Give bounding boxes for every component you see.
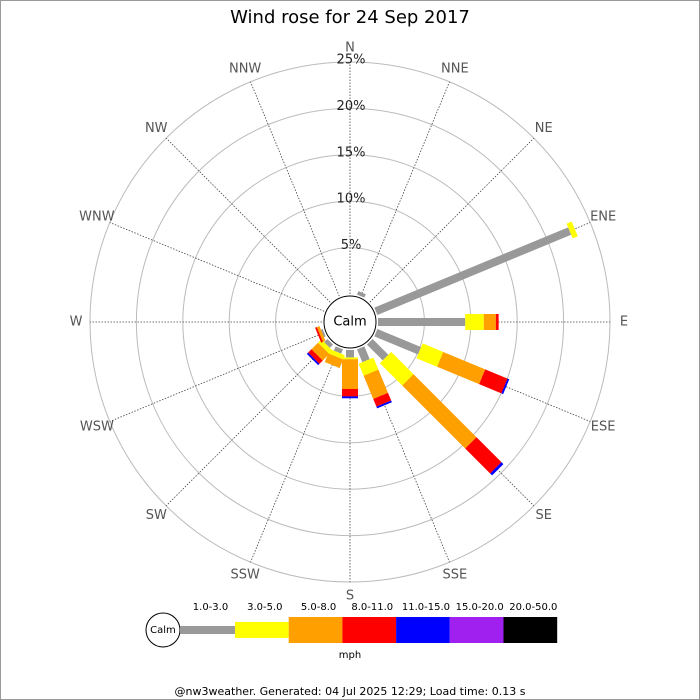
rose-segment: [416, 343, 444, 367]
direction-label: SE: [536, 508, 552, 523]
legend-swatch: [288, 617, 343, 643]
grid-ring: [135, 107, 565, 537]
legend-calm-label: Calm: [150, 625, 176, 636]
spoke: [369, 137, 535, 303]
rose-segment: [342, 388, 358, 397]
rose-segment: [490, 462, 504, 476]
ring-label: 10%: [337, 192, 366, 207]
rose-segment: [437, 351, 486, 385]
spoke: [250, 81, 340, 297]
legend-label: 1.0-3.0: [193, 602, 228, 613]
rose-segment: [373, 392, 392, 407]
spoke: [360, 347, 450, 563]
rose-segment: [566, 221, 578, 239]
direction-label: SSW: [230, 568, 260, 583]
rose-segment: [495, 314, 499, 330]
ring-label: 5%: [341, 238, 362, 253]
spoke: [250, 347, 340, 563]
legend-label: 11.0-15.0: [402, 602, 450, 613]
direction-label: WNW: [79, 210, 115, 225]
rose-segment: [358, 357, 379, 376]
legend-swatch: [449, 617, 504, 643]
legend-swatch: [342, 617, 397, 643]
direction-label: NNW: [229, 61, 261, 76]
ring-label: 20%: [337, 99, 366, 114]
spoke: [369, 341, 535, 507]
chart-title: Wind rose for 24 Sep 2017: [230, 7, 470, 28]
rose-segment: [402, 374, 477, 449]
rose-segment: [346, 350, 354, 358]
rose-segment: [324, 338, 334, 348]
rose-segment: [483, 314, 496, 330]
legend-swatch: [503, 617, 558, 643]
rose-segment: [357, 346, 370, 363]
legend-label: 5.0-8.0: [301, 602, 336, 613]
rose-segment: [320, 329, 326, 338]
rose-segment: [374, 329, 422, 355]
rose-segment: [315, 327, 323, 343]
calm-label: Calm: [333, 315, 366, 330]
rose-segment: [501, 378, 510, 395]
spoke: [165, 341, 331, 507]
rose-segment: [465, 437, 502, 474]
spoke: [375, 332, 591, 422]
rose-segment: [324, 353, 344, 369]
direction-label: NNE: [441, 61, 469, 76]
spoke: [360, 81, 450, 297]
spoke: [109, 332, 325, 422]
rose-segment: [342, 357, 358, 360]
rose-segment: [366, 338, 389, 361]
direction-label: E: [620, 315, 628, 330]
ring-label: 25%: [337, 53, 366, 68]
ring-label: 15%: [337, 145, 366, 160]
rose-segment: [374, 227, 572, 315]
legend-swatch: [235, 622, 289, 638]
rose-segment: [311, 342, 330, 361]
direction-label: SSE: [442, 568, 467, 583]
rose-segment: [342, 396, 358, 399]
rose-segment: [317, 339, 333, 355]
legend-swatch: [396, 617, 450, 643]
direction-label: ESE: [591, 419, 616, 434]
spoke: [165, 137, 331, 303]
rose-segment: [378, 318, 466, 326]
rose-segment: [376, 400, 392, 409]
direction-label: W: [70, 315, 83, 330]
legend-swatch: [180, 626, 235, 634]
legend-label: 8.0-11.0: [351, 602, 393, 613]
rose-segment: [342, 359, 358, 389]
spoke: [109, 222, 325, 312]
direction-label: SW: [146, 508, 167, 523]
rose-segment: [479, 369, 508, 394]
rose-segment: [363, 369, 388, 399]
rose-segment: [328, 349, 345, 360]
rose-segment: [308, 349, 323, 364]
legend-unit: mph: [339, 650, 361, 661]
rose-segment: [316, 326, 326, 342]
direction-label: N: [345, 41, 355, 56]
rose-segment: [465, 314, 484, 330]
direction-label: NE: [535, 121, 553, 136]
footer: @nw3weather. Generated: 04 Jul 2025 12:2…: [175, 685, 526, 698]
legend-label: 3.0-5.0: [247, 602, 282, 613]
calm-circle: [323, 295, 377, 349]
direction-label: WSW: [80, 419, 114, 434]
direction-label: NW: [145, 121, 168, 136]
direction-label: S: [346, 589, 354, 604]
rose-segment: [306, 352, 320, 366]
rose-segment: [357, 291, 366, 298]
rose-segment: [379, 351, 414, 386]
legend-label: 20.0-50.0: [509, 602, 557, 613]
direction-label: ENE: [590, 210, 616, 225]
legend-label: 15.0-20.0: [456, 602, 504, 613]
rose-segment: [333, 346, 343, 354]
